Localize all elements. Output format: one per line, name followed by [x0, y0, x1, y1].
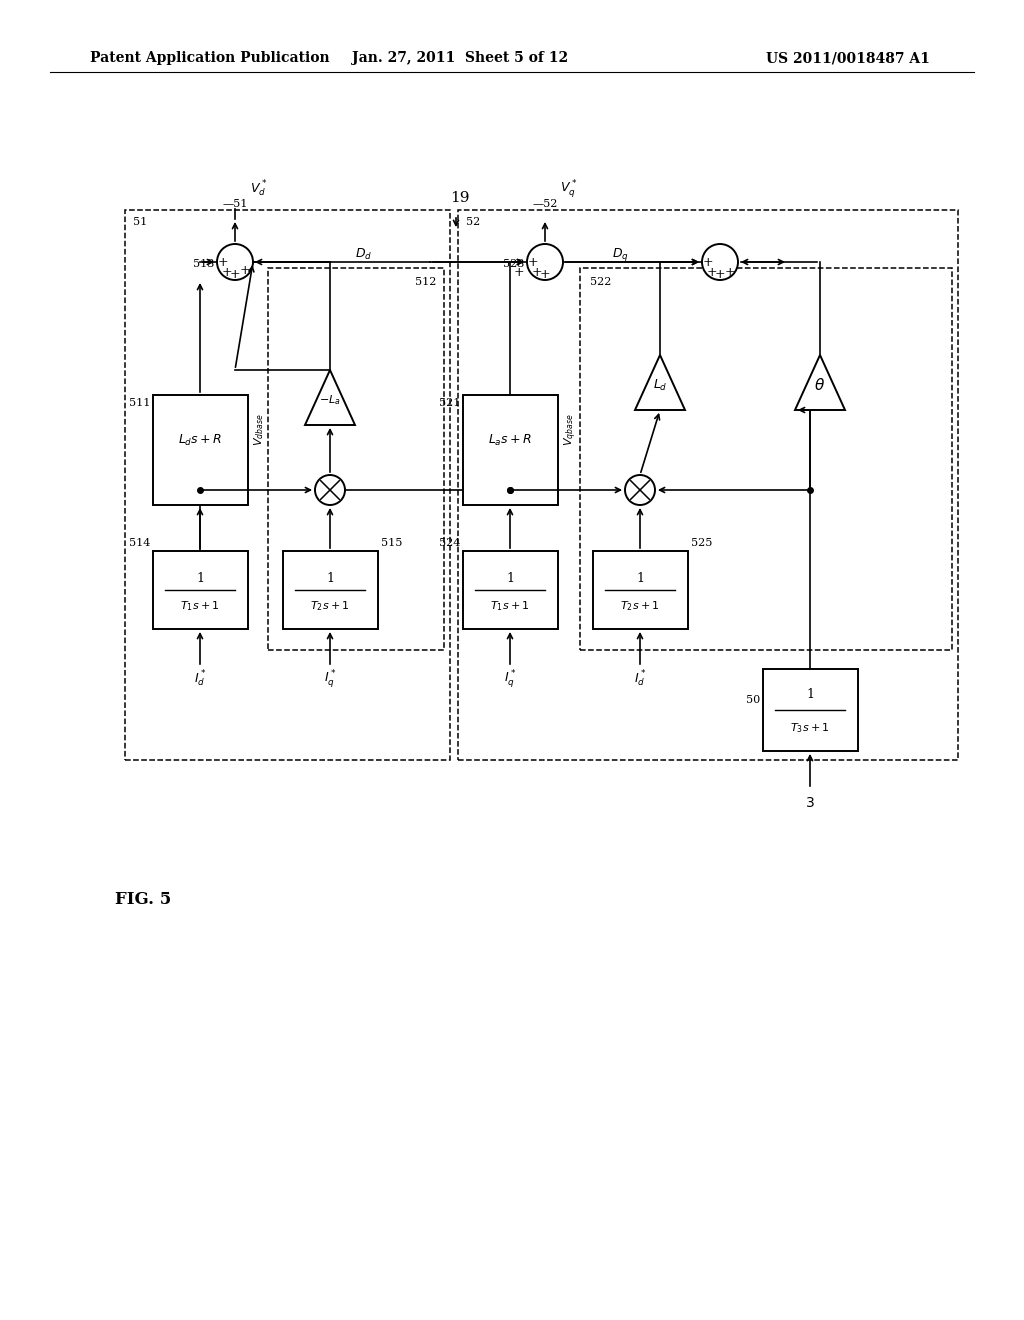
Text: $T_2s+1$: $T_2s+1$ [621, 599, 659, 612]
Text: US 2011/0018487 A1: US 2011/0018487 A1 [766, 51, 930, 65]
Bar [463, 395, 557, 506]
Circle shape [217, 244, 253, 280]
Text: $I_q^*$: $I_q^*$ [504, 668, 516, 690]
Bar [593, 550, 687, 630]
Circle shape [315, 475, 345, 506]
Text: $V_{qbase}$: $V_{qbase}$ [562, 413, 579, 446]
Text: 523: 523 [503, 259, 524, 269]
Text: $T_3s+1$: $T_3s+1$ [791, 721, 829, 735]
Text: Patent Application Publication: Patent Application Publication [90, 51, 330, 65]
Text: 1: 1 [326, 572, 334, 585]
Text: $V_{dbase}$: $V_{dbase}$ [253, 413, 266, 446]
Text: Jan. 27, 2011  Sheet 5 of 12: Jan. 27, 2011 Sheet 5 of 12 [352, 51, 568, 65]
Text: $I_d^*$: $I_d^*$ [634, 669, 646, 689]
Text: 515: 515 [381, 539, 401, 548]
Text: $V_d^*$: $V_d^*$ [250, 180, 267, 199]
Text: 52: 52 [466, 216, 480, 227]
Text: 521: 521 [439, 399, 461, 408]
Polygon shape [795, 355, 845, 411]
Circle shape [702, 244, 738, 280]
Text: $L_d$: $L_d$ [652, 378, 668, 393]
Text: 51: 51 [133, 216, 147, 227]
Bar [763, 669, 857, 751]
Text: 513: 513 [193, 259, 214, 269]
Bar [458, 210, 958, 760]
Text: $L_ds+R$: $L_ds+R$ [178, 433, 222, 447]
Text: +: + [725, 265, 735, 279]
Text: 1: 1 [636, 572, 644, 585]
Bar [283, 550, 378, 630]
Text: $3$: $3$ [805, 796, 815, 810]
Text: 525: 525 [690, 539, 712, 548]
Bar [153, 550, 248, 630]
Text: —52: —52 [532, 199, 558, 209]
Text: +: + [540, 268, 550, 281]
Text: $\theta$: $\theta$ [814, 378, 825, 393]
Text: $D_d$: $D_d$ [355, 247, 372, 261]
Bar [463, 550, 557, 630]
Text: 511: 511 [129, 399, 151, 408]
Text: +: + [531, 265, 543, 279]
Polygon shape [305, 370, 355, 425]
Circle shape [527, 244, 563, 280]
Text: 512: 512 [415, 277, 436, 286]
Text: $T_2s+1$: $T_2s+1$ [310, 599, 350, 612]
Text: 50: 50 [746, 696, 761, 705]
Text: 19: 19 [450, 191, 469, 205]
Text: +: + [221, 265, 232, 279]
Bar [125, 210, 450, 760]
Text: 1: 1 [506, 572, 514, 585]
Text: $I_d^*$: $I_d^*$ [194, 669, 206, 689]
Text: $T_1s+1$: $T_1s+1$ [490, 599, 529, 612]
Text: $T_1s+1$: $T_1s+1$ [180, 599, 220, 612]
Text: +: + [715, 268, 725, 281]
Text: 524: 524 [439, 539, 461, 548]
Text: +: + [229, 268, 241, 281]
Text: 1: 1 [196, 572, 204, 585]
Text: 514: 514 [129, 539, 151, 548]
Text: +: + [702, 256, 714, 268]
Text: +: + [527, 256, 539, 268]
Text: —51: —51 [222, 199, 248, 209]
Text: +: + [514, 265, 524, 279]
Polygon shape [635, 355, 685, 411]
Text: +: + [218, 256, 228, 268]
Bar [580, 268, 952, 649]
Text: $-L_a$: $-L_a$ [319, 393, 341, 407]
Bar [268, 268, 444, 649]
Text: $V_q^*$: $V_q^*$ [560, 178, 578, 201]
Text: +: + [707, 265, 718, 279]
Text: $D_q$: $D_q$ [611, 246, 629, 263]
Text: +: + [240, 264, 250, 277]
Bar [153, 395, 248, 506]
Text: 1: 1 [806, 688, 814, 701]
Text: $L_as+R$: $L_as+R$ [488, 433, 532, 447]
Text: 522: 522 [590, 277, 611, 286]
Text: $I_q^*$: $I_q^*$ [324, 668, 336, 690]
Text: FIG. 5: FIG. 5 [115, 891, 171, 908]
Circle shape [625, 475, 655, 506]
